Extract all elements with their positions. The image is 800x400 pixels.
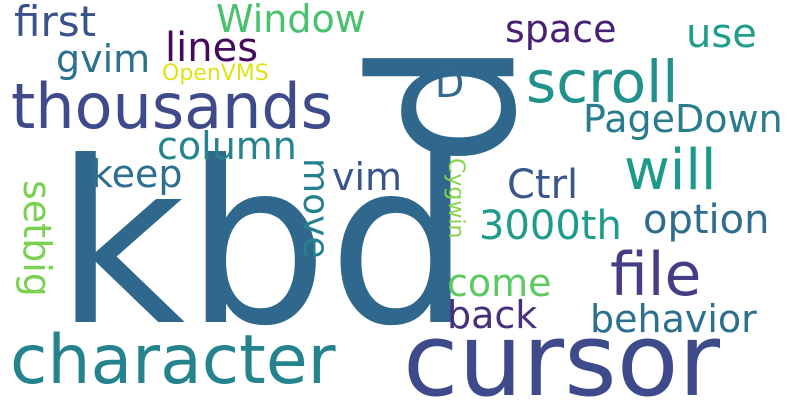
word-pagedown: PageDown (583, 97, 783, 141)
word-first: first (14, 0, 97, 46)
word-openvms: OpenVMS (162, 61, 269, 86)
word-use: use (686, 11, 757, 57)
word-will: will (624, 138, 717, 203)
word-cygwin: Cygwin (443, 158, 468, 239)
word-option: option (643, 197, 770, 243)
word-3000th: 3000th (479, 203, 622, 249)
word-gvim: gvim (56, 37, 151, 81)
word-scroll: scroll (526, 48, 679, 116)
word-lines: lines (165, 25, 259, 71)
word-ctrl: Ctrl (507, 162, 579, 208)
word-character: character (10, 321, 336, 400)
word-kbd: kbd (55, 114, 471, 376)
word-file: file (610, 240, 702, 310)
word-keep: keep (91, 152, 183, 196)
word-come: come (447, 261, 552, 305)
word-setbig: setbig (15, 180, 59, 297)
word-d: D (435, 62, 465, 106)
word-behavior: behavior (590, 297, 757, 341)
word-back: back (447, 293, 538, 337)
word-window: Window (216, 0, 366, 41)
word-thousands: thousands (11, 70, 334, 143)
word-column: column (157, 124, 297, 168)
word-cursor: cursor (403, 301, 721, 400)
word-move: move (295, 158, 336, 259)
word-space: space (505, 7, 617, 51)
word-vim: vim (332, 155, 403, 199)
